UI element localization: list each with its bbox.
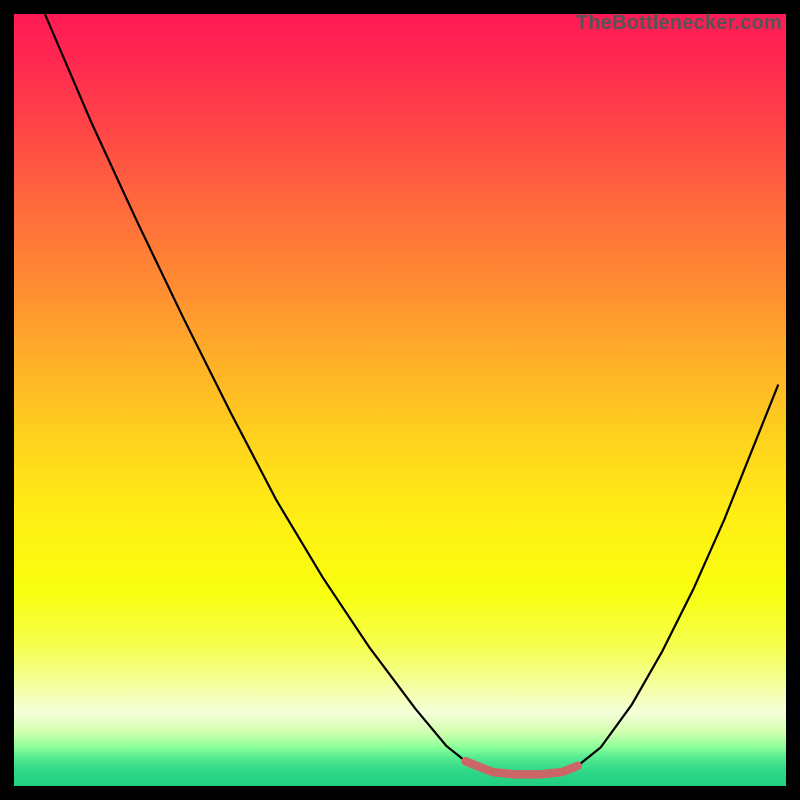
optimal-segment-start-dot [461,757,469,765]
gradient-background [14,14,786,786]
plot-area: TheBottlenecker.com [14,14,786,786]
chart-svg [14,14,786,786]
watermark-text: TheBottlenecker.com [576,12,782,35]
chart-container: TheBottlenecker.com [0,0,800,800]
optimal-segment-end-dot [573,762,581,770]
